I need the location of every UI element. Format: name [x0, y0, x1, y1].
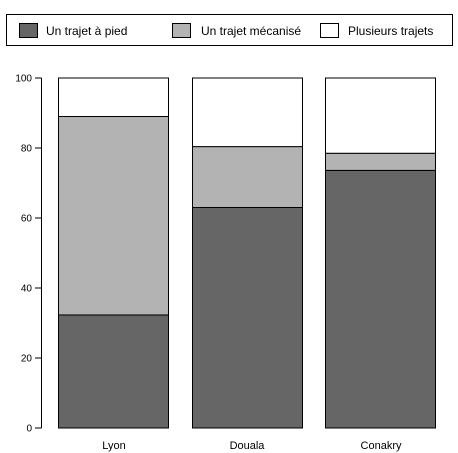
y-tick-label-40: 40: [21, 284, 33, 295]
bar-douala-un-trajet-a-pied: [192, 207, 303, 429]
bar-lyon-plusieurs-trajets: [58, 77, 169, 117]
bar-conakry-un-trajet-mecanise: [325, 152, 436, 171]
legend-swatch-un-trajet-a-pied: [19, 23, 38, 38]
bar-douala-un-trajet-mecanise: [192, 146, 303, 209]
bar-conakry-plusieurs-trajets: [325, 77, 436, 154]
bar-douala-plusieurs-trajets: [192, 77, 303, 148]
legend-label-un-trajet-a-pied: Un trajet à pied: [46, 24, 127, 38]
y-axis: 0 20 40 60 80 100: [15, 74, 42, 435]
legend: Un trajet à pied Un trajet mécanisé Plusie…: [6, 14, 453, 46]
legend-swatch-un-trajet-mecanise: [172, 23, 191, 38]
y-tick-label-0: 0: [26, 424, 32, 435]
x-label-lyon: Lyon: [102, 440, 125, 452]
x-label-conakry: Conakry: [361, 440, 402, 452]
y-tick-label-80: 80: [21, 144, 33, 155]
legend-label-un-trajet-mecanise: Un trajet mécanisé: [201, 24, 301, 38]
legend-box: [6, 14, 453, 46]
bars-area: [58, 77, 436, 429]
bar-conakry-un-trajet-a-pied: [325, 169, 436, 429]
legend-swatch-plusieurs-trajets: [320, 23, 339, 38]
y-tick-label-60: 60: [21, 214, 33, 225]
legend-label-plusieurs-trajets: Plusieurs trajets: [348, 24, 433, 38]
x-axis-labels: Lyon Douala Conakry: [102, 440, 402, 452]
x-label-douala: Douala: [230, 440, 266, 452]
y-tick-label-20: 20: [21, 354, 33, 365]
bar-lyon-un-trajet-mecanise: [58, 116, 169, 316]
bar-lyon-un-trajet-a-pied: [58, 314, 169, 429]
y-tick-label-100: 100: [15, 74, 32, 85]
